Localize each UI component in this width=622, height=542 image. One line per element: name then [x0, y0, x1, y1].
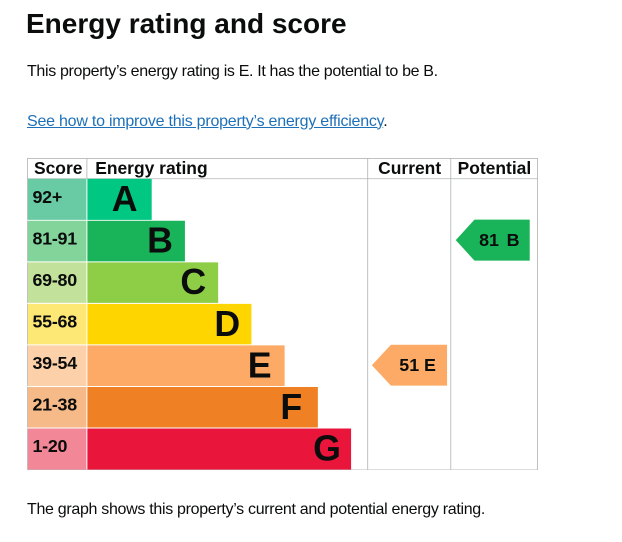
svg-text:Energy rating: Energy rating: [95, 158, 207, 178]
svg-text:E: E: [424, 355, 436, 375]
svg-text:B: B: [507, 230, 520, 250]
svg-text:B: B: [147, 221, 173, 261]
svg-text:C: C: [180, 262, 206, 302]
svg-text:Score: Score: [34, 158, 83, 178]
svg-text:39-54: 39-54: [32, 353, 77, 373]
svg-text:92+: 92+: [32, 187, 62, 207]
svg-text:Potential: Potential: [458, 158, 532, 178]
svg-text:Current: Current: [378, 158, 441, 178]
svg-text:G: G: [313, 428, 341, 468]
svg-text:E: E: [248, 345, 272, 385]
svg-text:55-68: 55-68: [32, 311, 77, 331]
svg-text:81: 81: [479, 230, 499, 250]
svg-text:F: F: [280, 387, 302, 427]
svg-text:D: D: [214, 304, 240, 344]
svg-text:A: A: [112, 179, 138, 219]
svg-text:1-20: 1-20: [32, 436, 67, 456]
svg-text:51: 51: [399, 355, 419, 375]
svg-text:81-91: 81-91: [32, 228, 77, 248]
svg-text:21-38: 21-38: [32, 395, 77, 415]
svg-text:69-80: 69-80: [32, 270, 77, 290]
